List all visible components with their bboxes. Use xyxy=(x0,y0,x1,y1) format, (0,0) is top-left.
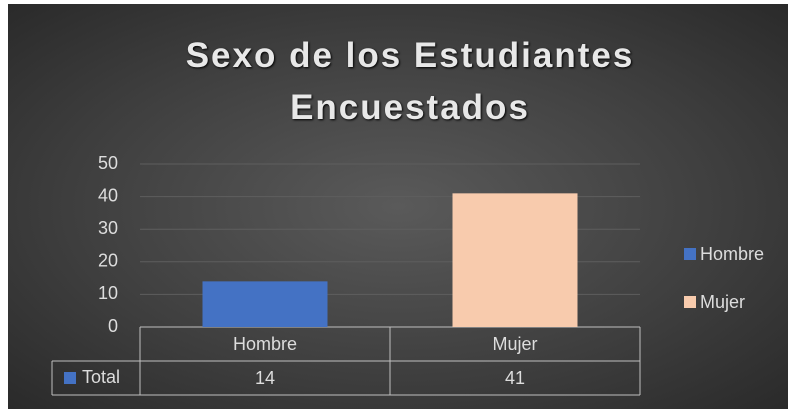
y-tick-label: 50 xyxy=(98,153,118,173)
legend-key xyxy=(684,296,696,308)
y-tick-label: 0 xyxy=(108,316,118,336)
legend-key xyxy=(684,248,696,260)
legend-label: Mujer xyxy=(700,292,745,312)
bar xyxy=(452,193,578,327)
legend-label: Hombre xyxy=(700,244,764,264)
table-series-name: Total xyxy=(82,367,120,387)
y-tick-label: 40 xyxy=(98,185,118,205)
chart-title: Sexo de los Estudiantes Encuestados xyxy=(185,36,635,127)
y-tick-label: 30 xyxy=(98,218,118,238)
bar xyxy=(202,281,328,327)
x-tick-label: Hombre xyxy=(233,334,297,354)
table-legend-key xyxy=(64,372,76,384)
y-tick-label: 10 xyxy=(98,283,118,303)
chart-background xyxy=(8,4,788,409)
table-value: 14 xyxy=(255,368,275,388)
x-tick-label: Mujer xyxy=(492,334,537,354)
y-tick-label: 20 xyxy=(98,251,118,271)
table-value: 41 xyxy=(505,368,525,388)
